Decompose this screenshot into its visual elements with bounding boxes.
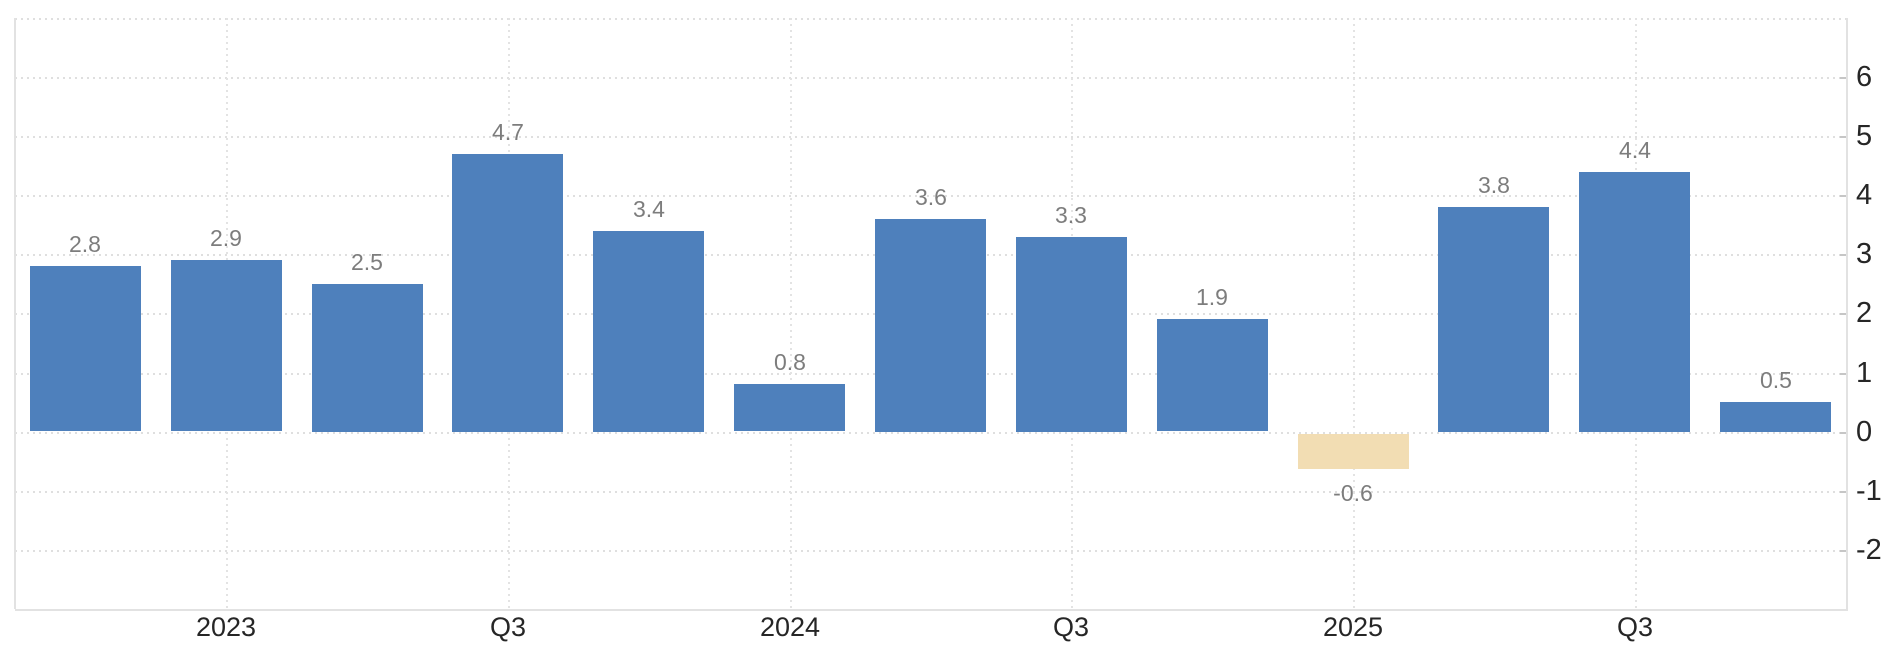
x-axis-label: 2024 xyxy=(759,612,821,642)
y-axis-label: -2 xyxy=(1856,534,1882,566)
y-axis-tick xyxy=(1840,550,1846,552)
bar-value-label: 1.9 xyxy=(1196,284,1228,310)
y-axis-label: 5 xyxy=(1856,120,1873,152)
bar[interactable] xyxy=(1298,434,1409,469)
x-axis-label: Q3 xyxy=(1052,612,1090,642)
bar-value-label: 3.8 xyxy=(1478,172,1510,198)
horizontal-gridline xyxy=(15,77,1846,79)
bar-value-label: 2.8 xyxy=(69,231,101,257)
y-axis-tick xyxy=(1840,77,1846,79)
x-axis-label: 2023 xyxy=(195,612,257,642)
vertical-gridline xyxy=(790,18,792,609)
horizontal-gridline xyxy=(15,136,1846,138)
bar[interactable] xyxy=(452,154,563,432)
bar-value-label: 0.8 xyxy=(774,349,806,375)
horizontal-gridline xyxy=(15,195,1846,197)
bar[interactable] xyxy=(593,231,704,432)
y-axis-tick xyxy=(1840,373,1846,375)
y-axis-label: 1 xyxy=(1856,357,1873,389)
horizontal-gridline xyxy=(15,432,1846,434)
y-axis-label: 3 xyxy=(1856,238,1873,270)
bar-value-label: 0.5 xyxy=(1760,367,1792,393)
plot-left-border xyxy=(14,18,16,609)
bar[interactable] xyxy=(30,266,141,431)
y-axis-tick xyxy=(1840,195,1846,197)
bar-value-label: 2.5 xyxy=(351,249,383,275)
horizontal-gridline xyxy=(15,491,1846,493)
y-axis-tick xyxy=(1840,136,1846,138)
bar[interactable] xyxy=(312,284,423,432)
bar[interactable] xyxy=(875,219,986,432)
y-axis-tick xyxy=(1840,313,1846,315)
y-axis-label: -1 xyxy=(1856,475,1882,507)
y-axis-tick xyxy=(1840,254,1846,256)
bar[interactable] xyxy=(1157,319,1268,431)
bar[interactable] xyxy=(1579,172,1690,432)
bar[interactable] xyxy=(1016,237,1127,432)
y-axis-label: 6 xyxy=(1856,61,1873,93)
bar-value-label: 3.6 xyxy=(915,184,947,210)
bar-value-label: 2.9 xyxy=(210,225,242,251)
y-axis-label: 2 xyxy=(1856,297,1873,329)
y-axis-label: 4 xyxy=(1856,179,1873,211)
horizontal-gridline xyxy=(15,18,1846,20)
y-axis-label: 0 xyxy=(1856,416,1873,448)
bar-value-label: 4.7 xyxy=(492,119,524,145)
bar[interactable] xyxy=(171,260,282,431)
bar[interactable] xyxy=(1720,402,1831,432)
bar[interactable] xyxy=(1438,207,1549,432)
bar[interactable] xyxy=(734,384,845,431)
horizontal-gridline xyxy=(15,550,1846,552)
bar-value-label: -0.6 xyxy=(1333,480,1373,506)
x-axis-label: Q3 xyxy=(1616,612,1654,642)
vertical-gridline xyxy=(1353,18,1355,609)
y-axis-line xyxy=(1846,18,1848,611)
y-axis-tick xyxy=(1840,432,1846,434)
bar-value-label: 3.4 xyxy=(633,196,665,222)
x-axis-line xyxy=(15,609,1848,611)
bar-value-label: 4.4 xyxy=(1619,137,1651,163)
x-axis-label: Q3 xyxy=(489,612,527,642)
x-axis-label: 2025 xyxy=(1322,612,1384,642)
bar-value-label: 3.3 xyxy=(1055,202,1087,228)
y-axis-tick xyxy=(1840,491,1846,493)
